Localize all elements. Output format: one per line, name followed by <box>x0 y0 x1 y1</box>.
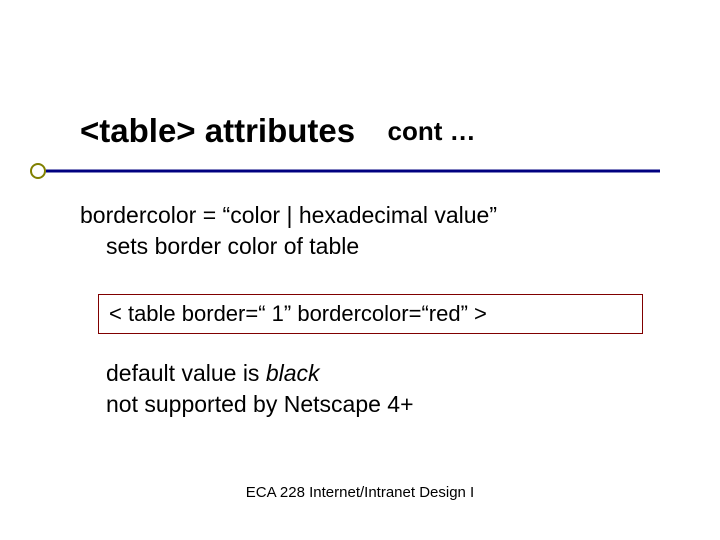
para1-line2: sets border color of table <box>106 231 650 262</box>
footer-text: ECA 228 Internet/Intranet Design I <box>246 484 474 501</box>
title-cont: cont … <box>388 116 476 146</box>
para2-line2: not supported by Netscape 4+ <box>106 389 646 420</box>
para2-line1-em: black <box>266 360 320 386</box>
para2-line1: default value is black <box>106 358 646 389</box>
slide-footer: ECA 228 Internet/Intranet Design I <box>0 484 720 501</box>
body-paragraph-2: default value is black not supported by … <box>106 358 646 420</box>
bullet-icon <box>31 164 45 178</box>
title-main: <table> attributes <box>80 112 355 149</box>
title-underline <box>0 160 720 182</box>
para2-line1-pre: default value is <box>106 360 266 386</box>
code-example-box: < table border=“ 1” bordercolor=“red” > <box>98 294 643 334</box>
code-text: < table border=“ 1” bordercolor=“red” > <box>109 301 487 326</box>
body-paragraph-1: bordercolor = “color | hexadecimal value… <box>80 200 650 262</box>
para1-line1: bordercolor = “color | hexadecimal value… <box>80 200 650 231</box>
slide: <table> attributes cont … // After JSON … <box>0 0 720 540</box>
slide-title: <table> attributes cont … <box>80 112 640 150</box>
